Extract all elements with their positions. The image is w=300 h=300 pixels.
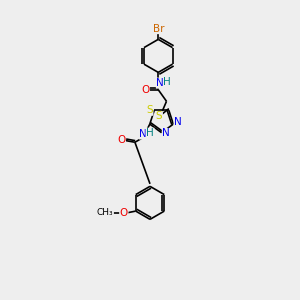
Text: S: S xyxy=(156,112,162,122)
Text: O: O xyxy=(141,85,149,95)
Text: O: O xyxy=(120,208,128,218)
Text: H: H xyxy=(146,128,154,138)
Text: CH₃: CH₃ xyxy=(97,208,113,217)
Text: Br: Br xyxy=(152,24,164,34)
Text: N: N xyxy=(174,118,182,128)
Text: H: H xyxy=(164,77,171,87)
Text: O: O xyxy=(117,135,125,145)
Text: N: N xyxy=(156,78,164,88)
Text: S: S xyxy=(146,105,153,115)
Text: N: N xyxy=(139,129,147,139)
Text: N: N xyxy=(162,128,170,139)
